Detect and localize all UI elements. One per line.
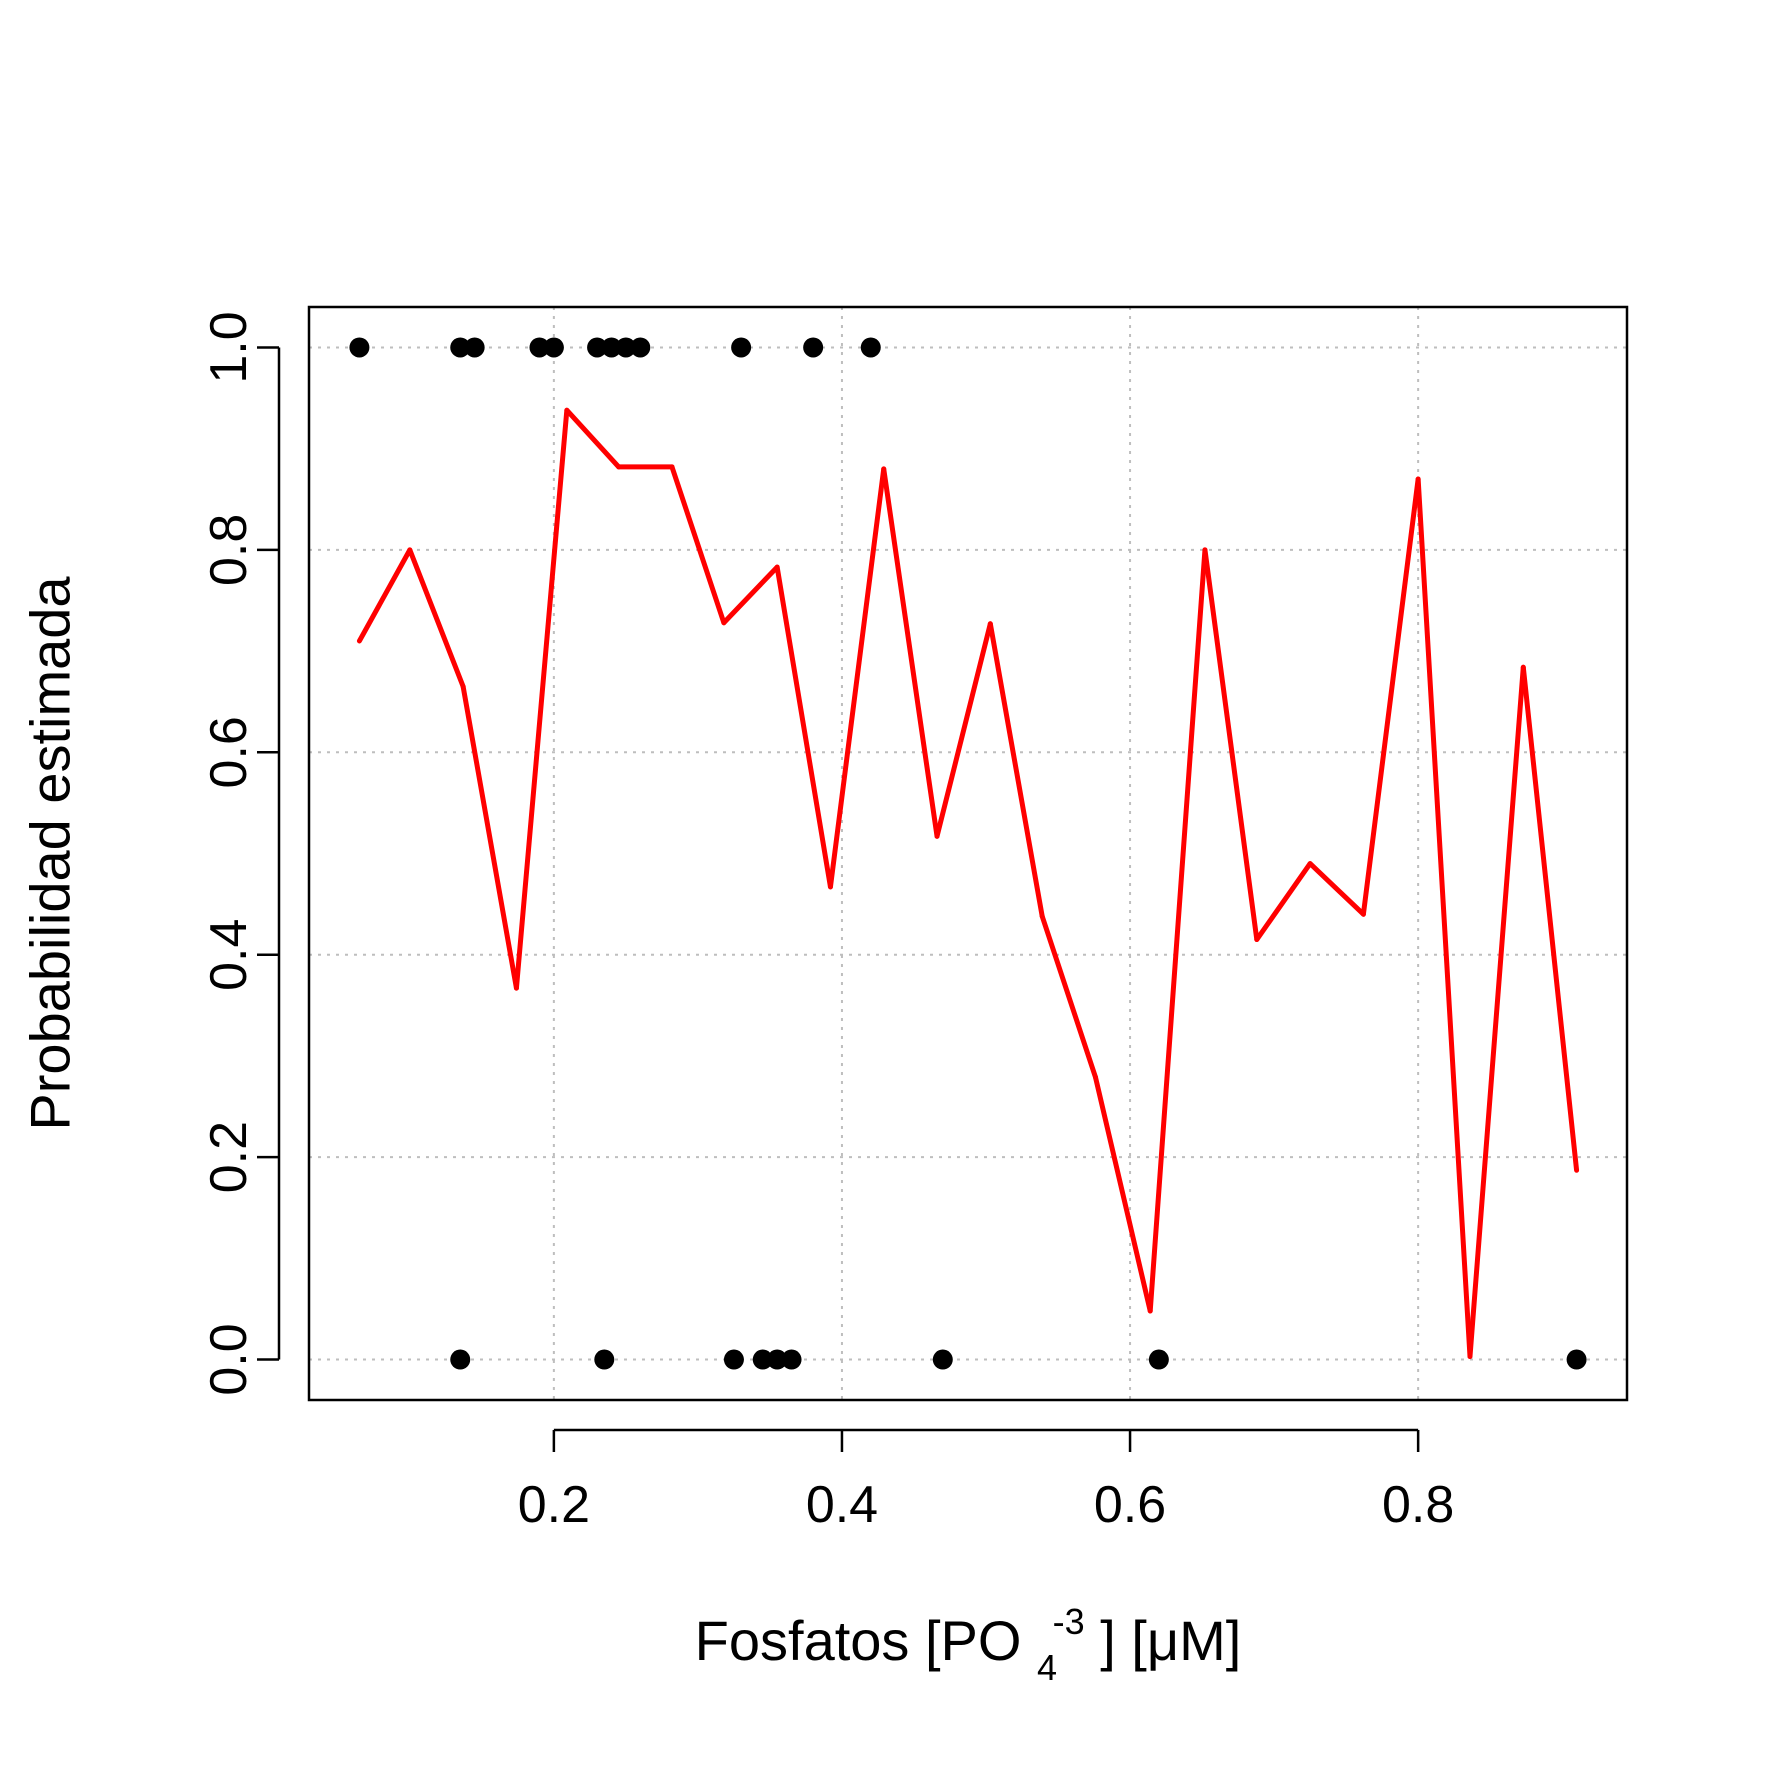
- data-point: [932, 1349, 953, 1370]
- x-axis-title-prefix: Fosfatos [PO: [695, 1609, 1022, 1672]
- data-point: [781, 1349, 802, 1370]
- y-tick-label: 0.0: [200, 1323, 258, 1395]
- scatter-series: [349, 337, 1587, 1370]
- data-point: [803, 337, 824, 358]
- line-segment: [1147, 547, 1208, 1314]
- line-segment: [356, 547, 413, 644]
- line-segment: [1467, 664, 1526, 1359]
- line-segment: [1360, 476, 1421, 917]
- data-point: [630, 337, 651, 358]
- line-segment: [407, 547, 466, 690]
- x-axis-title: Fosfatos [PO 4 -3 ] [μM]: [695, 1583, 1242, 1692]
- y-tick-label: 0.6: [200, 716, 258, 788]
- data-point: [529, 337, 550, 358]
- line-segment: [774, 564, 833, 890]
- data-point: [450, 1349, 471, 1370]
- axes: 0.2 0.4 0.6 0.8 0.0 0.2 0.4 0.6 0.8 1.0: [200, 311, 1454, 1534]
- data-point: [450, 337, 471, 358]
- line-segment: [934, 621, 993, 839]
- series-layer: [349, 337, 1587, 1370]
- data-point: [767, 1349, 788, 1370]
- x-axis-title-subscript: 4: [1037, 1647, 1057, 1688]
- x-tick-label: 0.2: [518, 1476, 590, 1534]
- line-segment: [1202, 547, 1260, 943]
- x-axis-title-suffix: ] [μM]: [1100, 1609, 1241, 1672]
- x-tick-label: 0.8: [1382, 1476, 1454, 1534]
- x-tick-label: 0.6: [1094, 1476, 1166, 1534]
- y-tick-label: 0.2: [200, 1121, 258, 1193]
- x-axis-title-superscript: -3: [1053, 1601, 1085, 1642]
- y-tick-label: 0.8: [200, 514, 258, 586]
- x-tick-label: 0.4: [806, 1476, 878, 1534]
- line-segment: [460, 684, 519, 991]
- y-tick-label: 1.0: [200, 311, 258, 383]
- data-point: [601, 337, 622, 358]
- line-segment: [987, 621, 1045, 919]
- line-series: [356, 407, 1580, 1359]
- grid: [309, 307, 1627, 1400]
- data-point: [1566, 1349, 1587, 1370]
- data-point: [615, 337, 636, 358]
- line-segment: [827, 466, 887, 890]
- data-point: [1148, 1349, 1169, 1370]
- data-point: [723, 1349, 744, 1370]
- line-segment: [1254, 861, 1313, 943]
- line-segment: [1520, 664, 1580, 1173]
- line-segment: [564, 407, 622, 470]
- line-segment: [881, 466, 940, 839]
- y-tick-label: 0.4: [200, 919, 258, 991]
- line-segment: [1307, 861, 1366, 917]
- data-point: [594, 1349, 615, 1370]
- plot-frame: [307, 305, 1629, 1402]
- data-point: [464, 337, 485, 358]
- line-segment: [513, 407, 570, 991]
- line-segment: [1039, 913, 1098, 1080]
- data-point: [543, 337, 564, 358]
- line-segment: [669, 464, 727, 626]
- line-segment: [1092, 1074, 1153, 1314]
- y-axis-title: Probabilidad estimada: [19, 576, 82, 1131]
- data-point: [587, 337, 608, 358]
- data-point: [349, 337, 370, 358]
- data-point: [860, 337, 881, 358]
- line-segment: [1415, 476, 1473, 1359]
- line-segment: [721, 564, 780, 626]
- data-point: [752, 1349, 773, 1370]
- data-point: [731, 337, 752, 358]
